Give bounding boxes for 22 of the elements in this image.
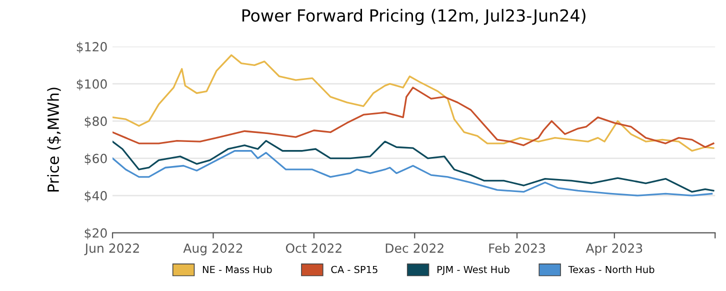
x-tick-label: Jun 2022	[84, 243, 139, 256]
y-tick-label: $60	[84, 154, 107, 165]
line-series	[112, 86, 714, 148]
x-tick-label: Dec 2022	[386, 243, 444, 253]
legend-label: NE - Mass Hub	[202, 266, 272, 274]
y-tick-label: $100	[76, 79, 107, 90]
y-tick-label: $120	[76, 42, 107, 54]
legend-label: PJM - West Hub	[437, 266, 510, 275]
x-tick-label: Apr 2023	[586, 243, 642, 256]
line-series	[112, 140, 714, 193]
y-tick-label: $40	[84, 190, 107, 202]
legend-label: Texas - North Hub	[568, 266, 654, 274]
y-axis-title: Price ($,MWh)	[47, 88, 62, 192]
y-tick-label: $20	[84, 228, 107, 240]
chart-title: Power Forward Pricing (12m, Jul23-Jun24)	[242, 8, 586, 26]
x-tick-label: Oct 2022	[286, 243, 342, 253]
x-tick-label: Feb 2023	[489, 243, 545, 253]
x-tick-label: Aug 2022	[183, 243, 242, 256]
legend-label: CA - SP15	[331, 266, 378, 274]
y-tick-label: $80	[84, 116, 107, 128]
line-series	[112, 54, 714, 152]
line-series	[112, 150, 713, 196]
